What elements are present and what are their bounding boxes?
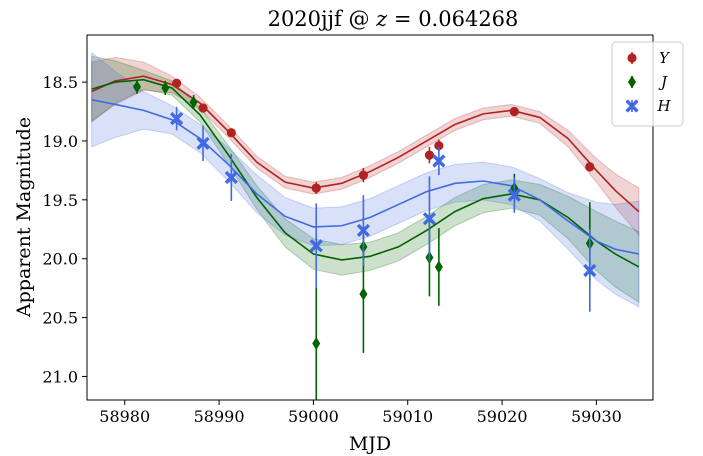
point-y-3	[311, 182, 321, 194]
point-h-1	[196, 125, 210, 161]
y-tick-label-0: 18.5	[42, 73, 78, 92]
legend: YJH	[611, 41, 684, 127]
curve-h	[91, 98, 640, 255]
marker-h-5	[422, 212, 437, 226]
marker-h-2	[224, 170, 238, 185]
marker-h-6	[432, 154, 446, 168]
point-y-2	[226, 128, 236, 138]
marker-y-1	[198, 103, 208, 113]
marker-j-7	[434, 260, 443, 274]
y-axis-label: Apparent Magnitude	[13, 117, 35, 318]
x-tick-label-2: 59000	[288, 407, 339, 426]
x-tick-label-1: 58990	[194, 407, 245, 426]
curve-j	[91, 78, 640, 268]
band-h	[91, 51, 640, 308]
data-points	[132, 78, 597, 400]
marker-j-3	[312, 336, 321, 350]
marker-y-5	[424, 150, 435, 160]
legend-label-y: Y	[659, 49, 671, 67]
marker-y-8	[585, 162, 595, 172]
plot-frame	[86, 34, 654, 401]
marker-y-4	[358, 170, 368, 180]
title-main: 2020jjf @	[268, 7, 377, 31]
x-axis-ticks: 58980 58990 59000 59010 59020 59030	[99, 400, 622, 426]
point-h-0	[170, 106, 184, 131]
marker-y-7	[509, 106, 519, 117]
y-tick-label-3: 20.0	[42, 250, 78, 269]
point-y-1	[198, 103, 208, 113]
point-h-2	[224, 153, 238, 202]
model-curves	[91, 75, 640, 268]
x-tick-label-5: 59030	[571, 407, 622, 426]
marker-j-2	[189, 95, 198, 109]
marker-h-4	[356, 223, 371, 238]
point-y-5	[424, 146, 435, 164]
x-tick-label-4: 59020	[477, 407, 528, 426]
marker-h-0	[170, 111, 184, 126]
point-h-6	[432, 146, 446, 176]
marker-j-5	[359, 287, 368, 301]
y-tick-label-5: 21.0	[42, 367, 78, 386]
point-j-0	[132, 79, 141, 94]
marker-h-7	[507, 188, 521, 202]
point-j-7	[434, 228, 443, 306]
legend-item-y: Y	[627, 49, 671, 67]
legend-marker-h	[625, 99, 639, 113]
y-tick-label-2: 19.5	[42, 191, 78, 210]
point-y-4	[358, 168, 368, 183]
point-h-4	[356, 195, 371, 266]
marker-h-1	[196, 136, 210, 150]
legend-marker-j	[628, 75, 636, 89]
point-y-8	[585, 162, 595, 172]
marker-y-2	[226, 128, 236, 138]
y-axis-ticks: 18.5 19.0 19.5 20.0 20.5 21.0	[42, 73, 87, 386]
title-variable: z	[375, 7, 388, 31]
point-h-5	[422, 176, 437, 262]
y-tick-label-4: 20.5	[42, 309, 78, 328]
x-axis-label: MJD	[349, 433, 391, 455]
marker-y-0	[172, 78, 182, 88]
point-y-0	[172, 78, 182, 88]
legend-label-h: H	[656, 97, 671, 115]
point-h-7	[507, 177, 521, 213]
point-j-2	[189, 95, 198, 110]
point-y-7	[509, 106, 519, 117]
marker-j-1	[161, 81, 170, 95]
legend-marker-y	[627, 53, 637, 63]
point-j-3	[312, 286, 321, 400]
point-h-3	[309, 203, 323, 289]
marker-j-0	[132, 80, 141, 94]
chart-title: 2020jjf @ z = 0.064268	[268, 7, 519, 31]
marker-h-8	[583, 263, 597, 278]
x-tick-label-0: 58980	[99, 407, 150, 426]
marker-y-6	[434, 141, 444, 151]
marker-h-3	[309, 239, 323, 253]
legend-item-h: H	[625, 97, 671, 115]
legend-box	[611, 41, 684, 127]
point-h-8	[583, 229, 597, 312]
band-y	[91, 56, 640, 237]
x-tick-label-3: 59010	[382, 407, 433, 426]
title-value: = 0.064268	[387, 7, 518, 31]
y-tick-label-1: 19.0	[42, 132, 78, 151]
point-j-1	[161, 80, 170, 96]
legend-label-j: J	[658, 73, 668, 91]
curve-y	[91, 75, 640, 213]
legend-item-j: J	[628, 73, 668, 91]
marker-y-3	[311, 183, 321, 193]
